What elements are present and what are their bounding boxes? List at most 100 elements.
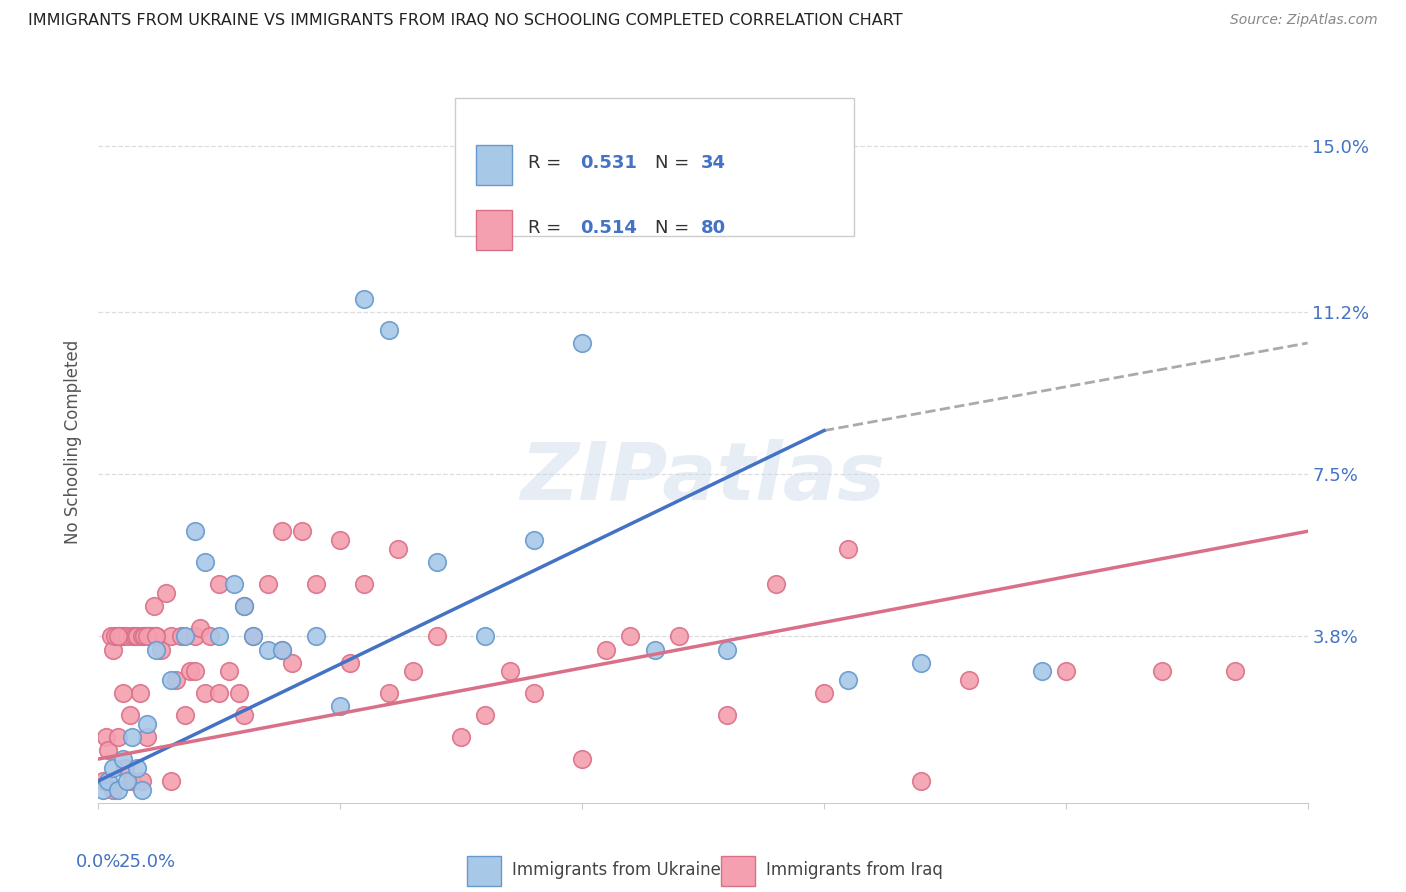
Point [222,577,245,591]
Point [104,629,127,643]
Text: 34: 34 [700,154,725,172]
Point [155,585,177,599]
Point [353,292,375,306]
Text: N =: N = [655,154,695,172]
Y-axis label: No Schooling Completed: No Schooling Completed [65,340,83,543]
Text: Source: ZipAtlas.com: Source: ZipAtlas.com [1230,13,1378,28]
Point [910,773,932,788]
Point [131,782,153,797]
Point [91,782,114,797]
Point [716,708,738,723]
Point [256,642,278,657]
Text: 80: 80 [700,219,725,237]
Text: 0.0%: 0.0% [76,854,121,871]
Point [339,656,361,670]
Point [121,773,143,788]
Point [474,708,496,723]
Point [118,708,141,723]
Text: N =: N = [655,219,695,237]
Point [101,782,124,797]
Point [271,642,294,657]
Point [377,686,399,700]
Point [426,629,449,643]
Point [957,673,980,688]
Point [232,599,254,613]
Point [281,656,304,670]
Text: R =: R = [527,219,567,237]
Point [353,577,375,591]
Point [218,665,240,679]
Point [644,642,666,657]
Point [595,642,617,657]
Point [108,629,131,643]
Point [117,629,139,643]
Point [121,629,143,643]
Point [150,642,173,657]
Point [179,665,201,679]
Point [194,686,217,700]
Point [208,629,231,643]
Point [194,555,217,569]
Point [837,673,859,688]
Point [571,336,593,351]
FancyBboxPatch shape [475,145,512,185]
Point [128,686,150,700]
Point [184,665,207,679]
Point [1223,665,1246,679]
Point [134,629,156,643]
Point [91,773,114,788]
Point [474,629,496,643]
Point [135,629,157,643]
Point [256,577,278,591]
Point [242,629,264,643]
FancyBboxPatch shape [467,855,501,886]
Point [208,686,231,700]
FancyBboxPatch shape [456,98,855,235]
Point [305,629,328,643]
Point [94,730,117,744]
Point [387,541,409,556]
Point [232,599,254,613]
Point [523,686,546,700]
Point [97,773,120,788]
Point [97,743,120,757]
Point [402,665,425,679]
Point [184,629,207,643]
Point [377,323,399,337]
FancyBboxPatch shape [721,855,755,886]
Text: Immigrants from Iraq: Immigrants from Iraq [766,861,943,879]
Point [145,642,167,657]
Point [242,629,264,643]
Point [450,730,472,744]
Point [498,665,520,679]
Text: R =: R = [527,154,567,172]
Point [145,629,167,643]
Point [111,752,134,766]
Point [160,629,183,643]
Point [135,717,157,731]
Point [271,524,294,539]
Point [305,577,328,591]
Point [165,673,187,688]
Point [184,524,207,539]
Point [198,629,221,643]
Point [127,629,149,643]
Point [160,773,183,788]
Point [145,629,167,643]
Point [619,629,641,643]
Point [271,642,294,657]
Point [107,730,129,744]
Point [117,773,139,788]
Point [174,708,197,723]
Point [188,621,211,635]
Point [910,656,932,670]
Point [101,761,124,775]
Point [111,686,134,700]
Point [668,629,690,643]
Point [228,686,250,700]
Point [160,673,183,688]
Point [765,577,787,591]
Point [107,782,129,797]
Point [1031,665,1053,679]
Text: 25.0%: 25.0% [118,854,176,871]
